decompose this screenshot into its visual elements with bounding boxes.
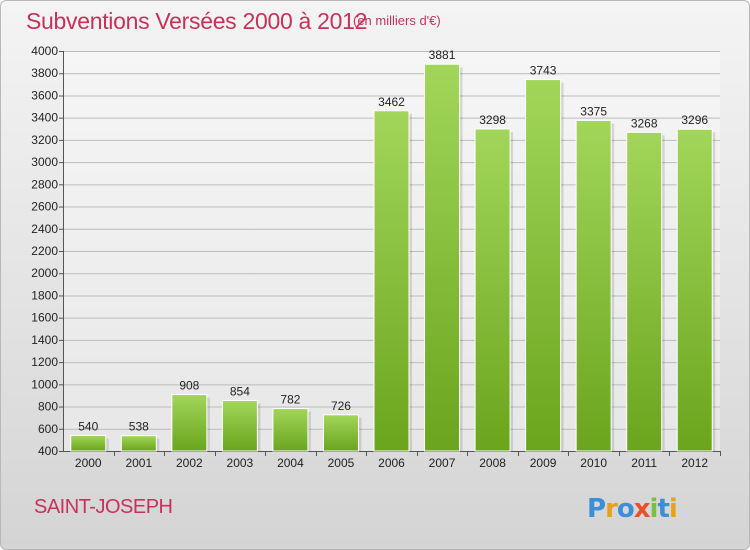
bar <box>424 63 461 452</box>
bar <box>272 408 309 452</box>
bar <box>626 131 663 452</box>
y-tick-label: 1800 <box>31 288 58 302</box>
x-tick-label: 2001 <box>125 456 152 470</box>
data-label: 3296 <box>681 113 708 127</box>
x-tick-label: 2010 <box>580 456 607 470</box>
x-tick-label: 2006 <box>378 456 405 470</box>
y-tick-label: 3400 <box>31 111 58 125</box>
bar <box>373 110 410 452</box>
data-label: 3268 <box>631 116 658 130</box>
y-tick-label: 2400 <box>31 222 58 236</box>
y-tick-label: 3200 <box>31 133 58 147</box>
data-label: 3881 <box>429 48 456 62</box>
x-tick-label: 2012 <box>681 456 708 470</box>
y-tick-label: 4000 <box>31 44 58 58</box>
chart-title: Subventions Versées 2000 à 2012 <box>26 8 368 34</box>
data-label: 3462 <box>378 95 405 109</box>
bar <box>221 400 258 452</box>
y-tick-label: 400 <box>38 444 58 458</box>
bar <box>474 128 511 452</box>
bar <box>676 128 713 452</box>
x-tick-label: 2008 <box>479 456 506 470</box>
logo-text: Proxiti <box>587 494 677 524</box>
data-label: 782 <box>280 393 300 407</box>
data-label: 3375 <box>580 104 607 118</box>
data-label: 726 <box>331 399 351 413</box>
data-label: 540 <box>78 419 98 433</box>
y-tick-label: 600 <box>38 422 58 436</box>
y-tick-label: 1000 <box>31 377 58 391</box>
city-name: SAINT-JOSEPH <box>34 496 173 518</box>
x-tick-label: 2000 <box>75 456 102 470</box>
y-tick-label: 800 <box>38 400 58 414</box>
y-tick-label: 1200 <box>31 355 58 369</box>
y-tick-label: 2600 <box>31 200 58 214</box>
bar <box>171 394 208 452</box>
x-tick-label: 2009 <box>530 456 557 470</box>
data-label: 854 <box>230 385 250 399</box>
x-tick-label: 2011 <box>631 456 657 470</box>
bar <box>525 79 562 452</box>
y-tick-label: 2200 <box>31 244 58 258</box>
x-tick-label: 2003 <box>227 456 254 470</box>
bar <box>575 119 612 452</box>
data-label: 908 <box>179 379 199 393</box>
data-label: 3298 <box>479 113 506 127</box>
bar <box>70 434 107 452</box>
x-tick-label: 2007 <box>429 456 456 470</box>
proxiti-logo: Proxiti <box>587 494 678 524</box>
y-tick-label: 3800 <box>31 66 58 80</box>
bar <box>322 414 359 452</box>
y-tick-label: 2000 <box>31 266 58 280</box>
chart-unit-note: (en milliers d'€) <box>353 13 441 28</box>
y-tick-label: 3000 <box>31 155 58 169</box>
y-tick-label: 1600 <box>31 311 58 325</box>
x-tick-label: 2002 <box>176 456 203 470</box>
x-tick-label: 2005 <box>328 456 355 470</box>
y-tick-label: 3600 <box>31 88 58 102</box>
data-label: 3743 <box>530 64 557 78</box>
data-label: 538 <box>129 420 149 434</box>
y-tick-label: 2800 <box>31 177 58 191</box>
y-tick-label: 1400 <box>31 333 58 347</box>
x-tick-label: 2004 <box>277 456 304 470</box>
bar <box>120 435 157 452</box>
